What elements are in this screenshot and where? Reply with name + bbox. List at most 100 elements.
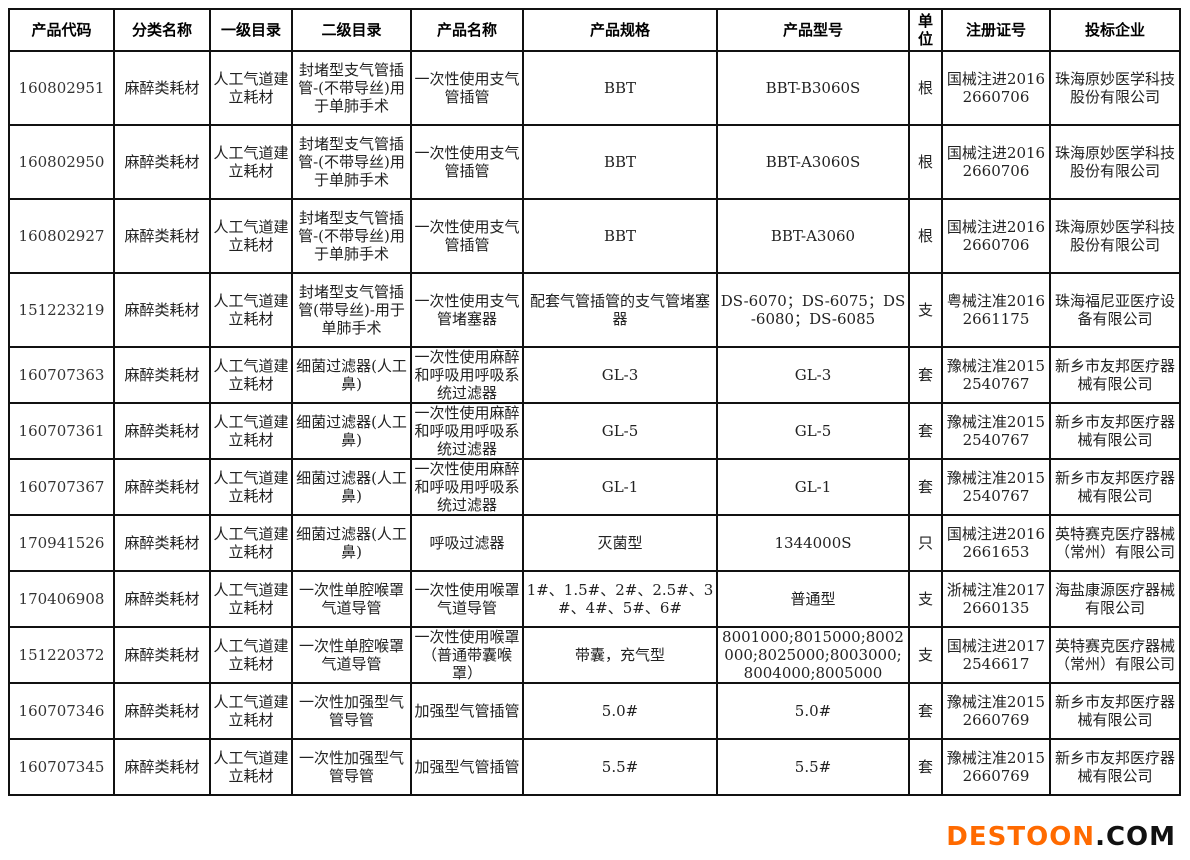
cell-category: 麻醉类耗材 [113, 626, 211, 684]
cell-level1: 人工气道建立耗材 [209, 50, 293, 126]
cell-category: 麻醉类耗材 [113, 458, 211, 516]
cell-model: GL-5 [716, 402, 910, 460]
cell-company: 新乡市友邦医疗器械有限公司 [1049, 402, 1181, 460]
cell-product-name: 一次性使用麻醉和呼吸用呼吸系统过滤器 [410, 346, 524, 404]
cell-unit: 套 [908, 346, 943, 404]
cell-unit: 支 [908, 626, 943, 684]
cell-reg-no: 粤械注准20162661175 [941, 272, 1051, 348]
cell-spec: GL-5 [522, 402, 718, 460]
cell-level2: 一次性加强型气管导管 [291, 682, 412, 740]
table-row: 160802951 麻醉类耗材 人工气道建立耗材 封堵型支气管插管-(不带导丝)用于单… [8, 50, 1181, 126]
cell-model: BBT-A3060S [716, 124, 910, 200]
header-company: 投标企业 [1049, 8, 1181, 52]
cell-reg-no: 豫械注准20152540767 [941, 458, 1051, 516]
table-row: 160707363 麻醉类耗材 人工气道建立耗材 细菌过滤器(人工鼻) 一次性使用麻醉和… [8, 346, 1181, 404]
cell-level2: 封堵型支气管插管-(不带导丝)用于单肺手术 [291, 124, 412, 200]
cell-company: 珠海原妙医学科技股份有限公司 [1049, 50, 1181, 126]
cell-category: 麻醉类耗材 [113, 514, 211, 572]
cell-product-name: 一次性使用支气管插管 [410, 50, 524, 126]
cell-reg-no: 国械注进20162660706 [941, 198, 1051, 274]
cell-level1: 人工气道建立耗材 [209, 738, 293, 796]
cell-product-name: 一次性使用喉罩气道导管 [410, 570, 524, 628]
cell-unit: 套 [908, 458, 943, 516]
cell-spec: 1#、1.5#、2#、2.5#、3#、4#、5#、6# [522, 570, 718, 628]
cell-company: 新乡市友邦医疗器械有限公司 [1049, 458, 1181, 516]
cell-level2: 封堵型支气管插管-(不带导丝)用于单肺手术 [291, 50, 412, 126]
cell-product-code: 160802951 [8, 50, 115, 126]
cell-reg-no: 豫械注准20152660769 [941, 682, 1051, 740]
cell-category: 麻醉类耗材 [113, 198, 211, 274]
cell-level2: 一次性加强型气管导管 [291, 738, 412, 796]
cell-product-name: 一次性使用麻醉和呼吸用呼吸系统过滤器 [410, 458, 524, 516]
destoon-watermark-logo: DESTOON.COM [946, 822, 1176, 852]
cell-reg-no: 豫械注准20152660769 [941, 738, 1051, 796]
header-product-code: 产品代码 [8, 8, 115, 52]
cell-level1: 人工气道建立耗材 [209, 458, 293, 516]
cell-company: 珠海原妙医学科技股份有限公司 [1049, 124, 1181, 200]
cell-product-code: 160802950 [8, 124, 115, 200]
table-row: 160707345 麻醉类耗材 人工气道建立耗材 一次性加强型气管导管 加强型气管插管 5… [8, 738, 1181, 796]
cell-spec: BBT [522, 50, 718, 126]
cell-reg-no: 浙械注准20172660135 [941, 570, 1051, 628]
cell-level1: 人工气道建立耗材 [209, 272, 293, 348]
table-row: 151220372 麻醉类耗材 人工气道建立耗材 一次性单腔喉罩气道导管 一次性使用喉罩… [8, 626, 1181, 684]
cell-unit: 根 [908, 198, 943, 274]
cell-category: 麻醉类耗材 [113, 346, 211, 404]
cell-product-code: 160802927 [8, 198, 115, 274]
header-level1: 一级目录 [209, 8, 293, 52]
table-row: 160802927 麻醉类耗材 人工气道建立耗材 封堵型支气管插管-(不带导丝)用于单… [8, 198, 1181, 274]
cell-spec: 带囊，充气型 [522, 626, 718, 684]
cell-reg-no: 国械注进20172546617 [941, 626, 1051, 684]
table-row: 160707346 麻醉类耗材 人工气道建立耗材 一次性加强型气管导管 加强型气管插管 5… [8, 682, 1181, 740]
cell-product-code: 160707361 [8, 402, 115, 460]
cell-category: 麻醉类耗材 [113, 570, 211, 628]
cell-product-code: 160707346 [8, 682, 115, 740]
cell-company: 珠海福尼亚医疗设备有限公司 [1049, 272, 1181, 348]
cell-level2: 细菌过滤器(人工鼻) [291, 458, 412, 516]
cell-product-name: 一次性使用麻醉和呼吸用呼吸系统过滤器 [410, 402, 524, 460]
cell-model: 普通型 [716, 570, 910, 628]
header-model: 产品型号 [716, 8, 910, 52]
cell-company: 英特赛克医疗器械（常州）有限公司 [1049, 514, 1181, 572]
cell-reg-no: 豫械注准20152540767 [941, 402, 1051, 460]
cell-model: 1344000S [716, 514, 910, 572]
cell-spec: GL-1 [522, 458, 718, 516]
cell-level1: 人工气道建立耗材 [209, 570, 293, 628]
cell-product-code: 151223219 [8, 272, 115, 348]
header-reg-no: 注册证号 [941, 8, 1051, 52]
cell-model: 8001000;8015000;8002000;8025000;8003000;… [716, 626, 910, 684]
header-spec: 产品规格 [522, 8, 718, 52]
cell-product-code: 170941526 [8, 514, 115, 572]
cell-product-name: 一次性使用支气管堵塞器 [410, 272, 524, 348]
cell-category: 麻醉类耗材 [113, 738, 211, 796]
cell-category: 麻醉类耗材 [113, 272, 211, 348]
cell-spec: 灭菌型 [522, 514, 718, 572]
cell-level1: 人工气道建立耗材 [209, 514, 293, 572]
cell-spec: BBT [522, 124, 718, 200]
cell-level2: 封堵型支气管插管(带导丝)-用于单肺手术 [291, 272, 412, 348]
cell-product-code: 160707345 [8, 738, 115, 796]
cell-level2: 细菌过滤器(人工鼻) [291, 346, 412, 404]
cell-spec: 配套气管插管的支气管堵塞器 [522, 272, 718, 348]
cell-unit: 套 [908, 402, 943, 460]
cell-category: 麻醉类耗材 [113, 402, 211, 460]
cell-level1: 人工气道建立耗材 [209, 682, 293, 740]
cell-model: 5.0# [716, 682, 910, 740]
table-row: 160707361 麻醉类耗材 人工气道建立耗材 细菌过滤器(人工鼻) 一次性使用麻醉和… [8, 402, 1181, 460]
cell-product-name: 加强型气管插管 [410, 738, 524, 796]
cell-level2: 细菌过滤器(人工鼻) [291, 514, 412, 572]
table-row: 160707367 麻醉类耗材 人工气道建立耗材 细菌过滤器(人工鼻) 一次性使用麻醉和… [8, 458, 1181, 516]
cell-unit: 套 [908, 682, 943, 740]
header-row: 产品代码 分类名称 一级目录 二级目录 产品名称 产品规格 产品型号 单位 注册证号 投标企业 [8, 8, 1181, 52]
cell-reg-no: 豫械注准20152540767 [941, 346, 1051, 404]
cell-level1: 人工气道建立耗材 [209, 626, 293, 684]
cell-level2: 封堵型支气管插管-(不带导丝)用于单肺手术 [291, 198, 412, 274]
table-row: 160802950 麻醉类耗材 人工气道建立耗材 封堵型支气管插管-(不带导丝)用于单… [8, 124, 1181, 200]
cell-product-name: 一次性使用支气管插管 [410, 124, 524, 200]
cell-reg-no: 国械注进20162660706 [941, 50, 1051, 126]
cell-model: BBT-B3060S [716, 50, 910, 126]
cell-level1: 人工气道建立耗材 [209, 198, 293, 274]
cell-company: 珠海原妙医学科技股份有限公司 [1049, 198, 1181, 274]
product-table: 产品代码 分类名称 一级目录 二级目录 产品名称 产品规格 产品型号 单位 注册证号 投标企业 1… [8, 8, 1181, 796]
table-row: 170941526 麻醉类耗材 人工气道建立耗材 细菌过滤器(人工鼻) 呼吸过滤器 灭菌型… [8, 514, 1181, 572]
